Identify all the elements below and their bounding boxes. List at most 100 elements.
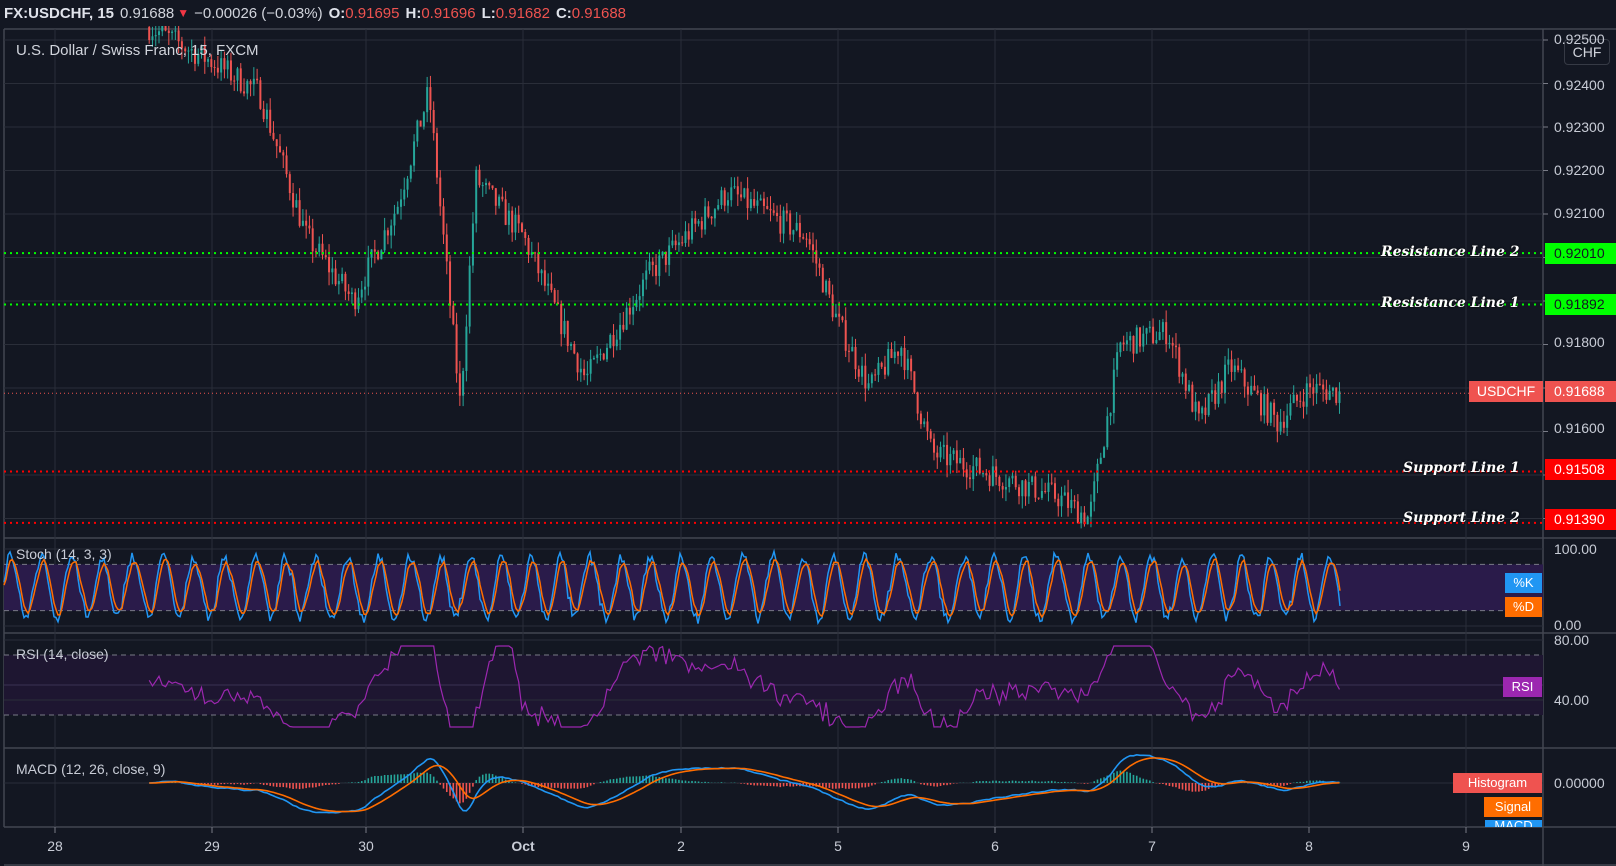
candle-body bbox=[200, 45, 203, 54]
candle-body bbox=[1227, 359, 1230, 365]
high-value: 0.91696 bbox=[421, 4, 476, 22]
candle-body bbox=[488, 182, 491, 186]
candle-body bbox=[923, 421, 926, 425]
candle-body bbox=[717, 205, 720, 210]
candle-body bbox=[1145, 328, 1148, 334]
candle-body bbox=[1047, 482, 1050, 492]
candle-body bbox=[1295, 394, 1298, 401]
candle-body bbox=[991, 466, 994, 486]
candle-body bbox=[360, 289, 363, 298]
candle-body bbox=[396, 206, 399, 214]
date-label: 5 bbox=[834, 838, 842, 854]
candle-body bbox=[985, 473, 988, 476]
candle-body bbox=[733, 186, 736, 188]
candle-body bbox=[1135, 327, 1138, 354]
candle-body bbox=[795, 222, 798, 231]
date-label: 8 bbox=[1305, 838, 1313, 854]
candle-body bbox=[1125, 340, 1128, 345]
candle-body bbox=[622, 324, 625, 330]
candle-body bbox=[321, 243, 324, 256]
candle-body bbox=[861, 365, 864, 377]
candle-body bbox=[530, 252, 533, 255]
candle-body bbox=[645, 270, 648, 280]
candle-body bbox=[573, 343, 576, 354]
candle-body bbox=[429, 87, 432, 111]
candle-body bbox=[851, 346, 854, 352]
candle-body bbox=[246, 81, 249, 94]
candle-body bbox=[154, 35, 157, 37]
candle-body bbox=[252, 78, 255, 85]
candle-body bbox=[403, 189, 406, 200]
candle-body bbox=[1194, 401, 1197, 412]
rsi-pane-title: RSI (14, close) bbox=[16, 646, 109, 662]
candle-body bbox=[756, 200, 759, 206]
candle-body bbox=[749, 199, 752, 209]
candle-body bbox=[347, 291, 350, 295]
candle-body bbox=[1233, 365, 1236, 372]
candle-body bbox=[625, 307, 628, 330]
macd-line bbox=[149, 753, 1340, 814]
candle-body bbox=[1103, 447, 1106, 458]
candle-body bbox=[468, 265, 471, 327]
macd-tick: 0.00000 bbox=[1554, 775, 1605, 791]
date-label: 30 bbox=[358, 838, 374, 854]
candle-body bbox=[844, 320, 847, 351]
candle-body bbox=[1001, 486, 1004, 490]
candle-body bbox=[570, 343, 573, 346]
candle-body bbox=[193, 49, 196, 64]
macd-histogram-tag: Histogram bbox=[1453, 773, 1542, 793]
candle-body bbox=[262, 108, 265, 120]
candle-body bbox=[743, 188, 746, 198]
candle-body bbox=[210, 59, 213, 68]
candle-body bbox=[1279, 421, 1282, 432]
candle-body bbox=[1325, 389, 1328, 400]
support-line-1-label: Support Line 1 bbox=[1403, 460, 1520, 476]
candle-body bbox=[1116, 352, 1119, 370]
candle-body bbox=[419, 120, 422, 127]
candle-body bbox=[1112, 369, 1115, 413]
candle-body bbox=[1073, 499, 1076, 502]
candle-body bbox=[540, 270, 543, 274]
macd-line-tag: MACD bbox=[1485, 820, 1542, 827]
currency-button[interactable]: CHF bbox=[1564, 39, 1610, 65]
date-label: 29 bbox=[204, 838, 220, 854]
candle-body bbox=[903, 347, 906, 371]
candle-body bbox=[498, 196, 501, 206]
candle-body bbox=[632, 307, 635, 315]
candle-body bbox=[906, 358, 909, 371]
candle-body bbox=[314, 251, 317, 253]
candle-body bbox=[229, 60, 232, 81]
candle-body bbox=[1093, 481, 1096, 502]
high-label: H: bbox=[405, 4, 422, 22]
candle-body bbox=[383, 230, 386, 251]
candle-body bbox=[1152, 326, 1155, 344]
candle-body bbox=[259, 80, 262, 109]
candle-body bbox=[677, 242, 680, 246]
candle-body bbox=[615, 339, 618, 347]
candle-body bbox=[1011, 475, 1014, 479]
candle-body bbox=[1276, 414, 1279, 432]
candle-body bbox=[1178, 347, 1181, 377]
symbol-name[interactable]: FX:USDCHF, 15 bbox=[4, 4, 115, 22]
candle-body bbox=[180, 41, 183, 49]
candle-body bbox=[1044, 490, 1047, 492]
candle-body bbox=[514, 214, 517, 233]
candle-body bbox=[177, 30, 180, 42]
candle-body bbox=[462, 370, 465, 396]
candle-body bbox=[324, 255, 327, 257]
candle-body bbox=[1057, 498, 1060, 507]
resistance-line-1-price-tag: 0.91892 bbox=[1545, 294, 1616, 315]
candle-body bbox=[311, 228, 314, 252]
candle-body bbox=[292, 193, 295, 208]
candle-body bbox=[367, 257, 370, 287]
candle-body bbox=[1174, 345, 1177, 348]
candle-body bbox=[864, 365, 867, 389]
macd-signal-tag: Signal bbox=[1484, 797, 1542, 817]
candle-body bbox=[691, 218, 694, 240]
candle-body bbox=[566, 320, 569, 346]
candle-body bbox=[1171, 342, 1174, 346]
candle-body bbox=[1197, 401, 1200, 414]
candle-body bbox=[1214, 390, 1217, 404]
candle-body bbox=[426, 87, 429, 113]
